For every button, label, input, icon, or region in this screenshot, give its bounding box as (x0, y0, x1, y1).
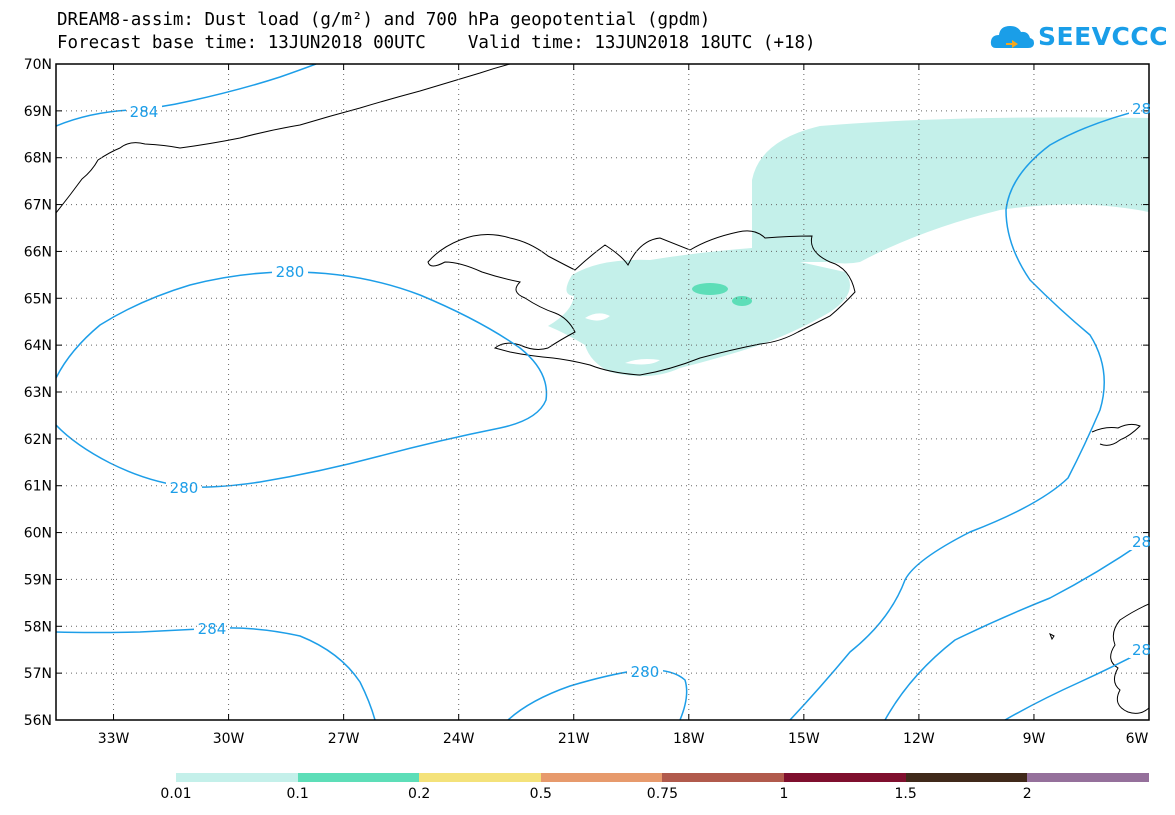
colorbar-swatch (905, 773, 1028, 782)
lat-label: 69N (24, 104, 52, 120)
colorbar-swatch (297, 773, 420, 782)
lon-label: 15W (788, 731, 820, 747)
contour-label: 284 (198, 620, 227, 638)
chart-title: DREAM8-assim: Dust load (g/m²) and 700 h… (57, 10, 711, 30)
scotland-coast (1110, 603, 1149, 714)
contour-280-loop (56, 271, 548, 488)
contour-label: 280 (276, 263, 305, 281)
lon-label: 9W (1023, 731, 1046, 747)
lon-label: 30W (213, 731, 245, 747)
gridlines (56, 64, 1149, 720)
lat-label: 61N (24, 479, 52, 495)
colorbar-swatch (1027, 773, 1149, 782)
lon-label: 33W (98, 731, 130, 747)
colorbar-label: 1 (779, 786, 789, 802)
colorbar-swatch (662, 773, 784, 782)
colorbar-label: 2 (1022, 786, 1032, 802)
lon-label: 27W (328, 731, 360, 747)
lat-label: 60N (24, 526, 52, 542)
lon-label: 24W (443, 731, 475, 747)
contour-label: 280 (631, 663, 660, 681)
lat-label: 62N (24, 432, 52, 448)
colorbar-label: 0.75 (646, 786, 678, 802)
lat-label: 56N (24, 713, 52, 729)
lat-label: 64N (24, 338, 52, 354)
axis-ticks (56, 63, 1150, 721)
contour-labels: 284 28 280 280 284 280 28 28 (130, 100, 1151, 681)
shetland-islet (1049, 632, 1055, 641)
contour-284-north (56, 64, 317, 127)
cloud-icon (990, 26, 1034, 48)
colorbar-label: 0.2 (408, 786, 431, 802)
dust-plume-north (752, 117, 1149, 264)
contour-label: 28 (1132, 533, 1151, 551)
colorbar-label: 1.5 (894, 786, 917, 802)
lat-label: 66N (24, 244, 52, 260)
dust-gap-west (585, 313, 610, 321)
faroe-coast (1091, 423, 1141, 446)
dust-gap-south (625, 359, 660, 365)
lon-label: 21W (558, 731, 590, 747)
greenland-coast (56, 64, 511, 214)
chart-subtitle: Forecast base time: 13JUN2018 00UTC Vali… (57, 33, 816, 53)
contour-label: 28 (1132, 641, 1151, 659)
colorbar-label: 0.01 (160, 786, 192, 802)
colorbar-swatch (540, 773, 663, 782)
seevccc-logo: SEEVCCC (990, 18, 1168, 58)
contour-label: 280 (170, 479, 199, 497)
colorbar-swatch (419, 773, 541, 782)
contour-28x-southeast-1 (884, 537, 1149, 720)
lon-label: 18W (673, 731, 705, 747)
lon-label: 12W (903, 731, 935, 747)
lat-label: 70N (24, 57, 52, 73)
lon-label: 6W (1126, 731, 1149, 747)
contour-28x-southeast-2 (1004, 647, 1149, 720)
lat-label: 67N (24, 198, 52, 214)
coastlines (56, 64, 1149, 714)
logo-text: SEEVCCC (1038, 22, 1169, 51)
colorbar-label: 0.5 (529, 786, 552, 802)
contour-label: 284 (130, 103, 159, 121)
colorbar-label: 0.1 (286, 786, 309, 802)
contour-label-backgrounds (126, 99, 1149, 680)
contour-28x-east (789, 107, 1149, 720)
dust-core-2 (732, 296, 752, 306)
lat-label: 57N (24, 666, 52, 682)
latitude-labels: 70N 69N 68N 67N 66N 65N 64N 63N 62N 61N 60N 59N 58N 5… (24, 57, 52, 729)
colorbar-swatch (784, 773, 906, 782)
geopotential-contours (56, 64, 1149, 720)
lat-label: 58N (24, 619, 52, 635)
dust-core-1 (692, 283, 728, 295)
lat-label: 65N (24, 291, 52, 307)
lat-label: 59N (24, 572, 52, 588)
longitude-labels: 33W 30W 27W 24W 21W 18W 15W 12W 9W 6W (98, 731, 1149, 747)
colorbar-swatch (176, 773, 298, 782)
lat-label: 68N (24, 151, 52, 167)
iceland-coast (427, 230, 856, 376)
contour-label: 28 (1132, 100, 1151, 118)
lat-label: 63N (24, 385, 52, 401)
dust-area-iceland (548, 247, 850, 377)
contour-284-south (56, 627, 376, 720)
